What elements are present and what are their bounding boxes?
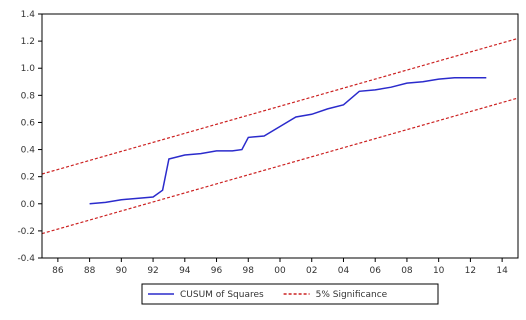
y-tick-label: 1.4 [21,10,36,20]
y-tick-label: -0.4 [17,254,35,264]
legend-label-0: CUSUM of Squares [180,290,264,300]
y-tick-label: 0.2 [21,173,35,183]
y-tick-label: 1.0 [21,64,36,74]
x-tick-label: 92 [147,266,158,276]
legend: CUSUM of Squares 5% Significance [141,283,439,305]
y-tick-label: 1.2 [21,37,35,47]
series-layer [41,37,519,235]
y-axis: 1.4 1.2 1.0 0.8 0.6 0.4 0.2 0.0 -0.2 -0.4 [17,10,42,264]
y-tick-label: -0.2 [17,227,35,237]
x-tick-label: 98 [243,266,255,276]
x-tick-label: 04 [338,266,350,276]
significance-line-1 [41,37,519,175]
x-tick-label: 00 [274,266,286,276]
y-tick-label: 0.6 [21,118,36,128]
x-tick-label: 88 [84,266,96,276]
x-tick-label: 12 [465,266,476,276]
x-tick-label: 06 [369,266,381,276]
x-tick-label: 86 [52,266,64,276]
x-tick-label: 14 [496,266,508,276]
significance-line-2 [41,97,519,235]
y-tick-label: 0.8 [21,91,36,101]
x-tick-label: 96 [211,266,223,276]
x-tick-label: 10 [433,266,445,276]
x-tick-label: 08 [401,266,413,276]
legend-label-1: 5% Significance [316,290,388,300]
cusum-line [89,76,487,205]
x-tick-label: 02 [306,266,317,276]
plot-area-frame [41,13,519,259]
x-tick-label: 90 [116,266,128,276]
y-tick-label: 0.0 [21,200,36,210]
y-tick-label: 0.4 [21,146,36,156]
x-tick-label: 94 [179,266,191,276]
x-axis: 86 88 90 92 94 96 98 00 02 04 06 08 10 12 14 [52,258,508,276]
